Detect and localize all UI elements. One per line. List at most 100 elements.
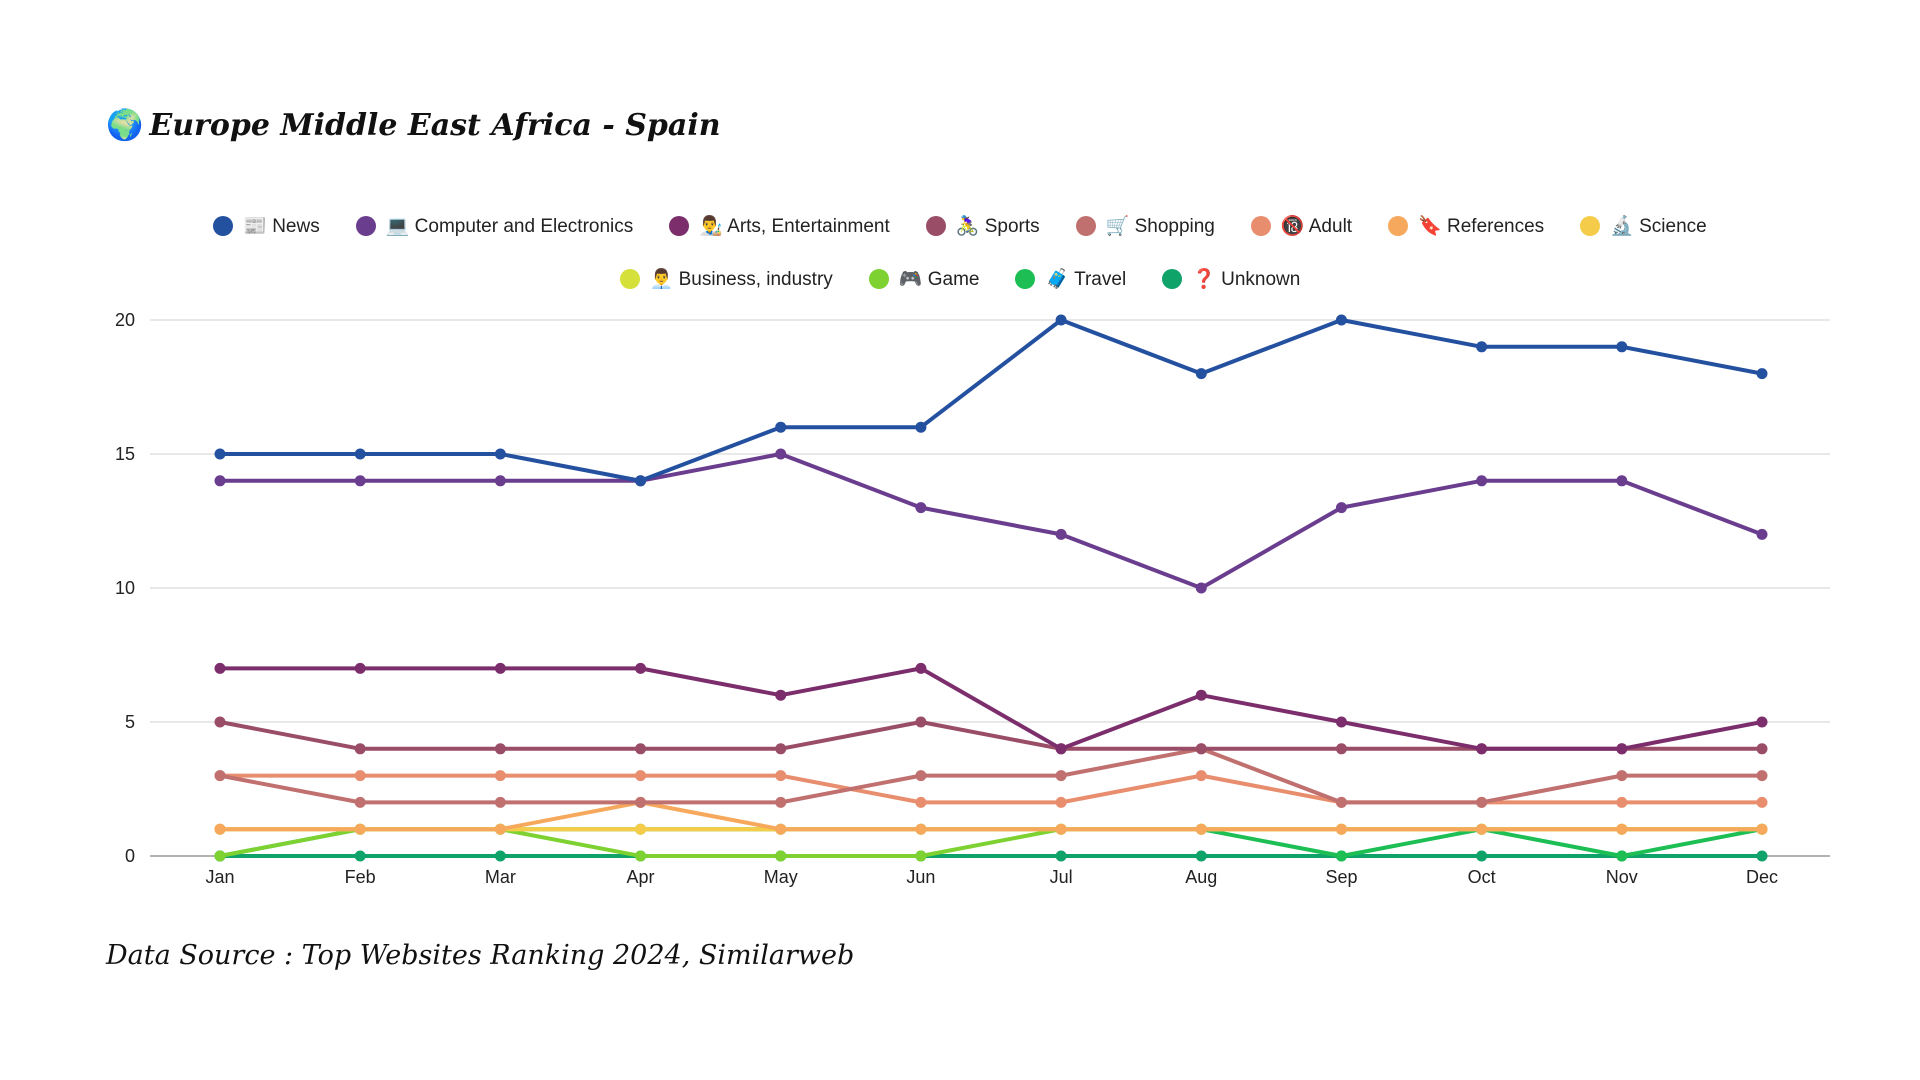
legend-marker-game: [868, 269, 889, 289]
data-point-s2-7: [1195, 689, 1207, 701]
data-point-s6-10: [1616, 823, 1628, 835]
data-point-s1-6: [1055, 528, 1067, 540]
x-tick-label: Oct: [1468, 867, 1496, 887]
data-point-s5-10: [1616, 796, 1628, 808]
legend-marker-references: [1388, 216, 1409, 236]
data-point-s3-5: [915, 716, 927, 728]
data-point-s6-5: [915, 823, 927, 835]
data-point-s7-3: [635, 823, 647, 835]
data-point-s5-11: [1756, 796, 1768, 808]
data-point-s0-5: [915, 421, 927, 433]
data-point-s9-0: [214, 850, 226, 862]
data-point-s3-0: [214, 716, 226, 728]
data-point-s6-11: [1756, 823, 1768, 835]
data-point-s0-0: [214, 448, 226, 460]
legend-item-business-industry[interactable]: 👨‍💼 Business, industry: [619, 267, 833, 291]
data-point-s2-4: [775, 689, 787, 701]
data-point-s0-7: [1195, 368, 1207, 380]
legend-item-shopping[interactable]: 🛒 Shopping: [1075, 214, 1215, 238]
data-point-s3-7: [1195, 743, 1207, 755]
data-point-s11-6: [1055, 850, 1067, 862]
data-point-s5-5: [915, 796, 927, 808]
data-point-s0-8: [1335, 314, 1347, 326]
legend-item-arts-entertainment[interactable]: 👨‍🎨 Arts, Entertainment: [669, 214, 890, 238]
data-point-s11-9: [1476, 850, 1488, 862]
data-point-s5-7: [1195, 770, 1207, 782]
data-point-s5-3: [635, 770, 647, 782]
legend-item-sports[interactable]: 🚴‍♀️ Sports: [925, 214, 1040, 238]
y-tick-label: 0: [125, 846, 135, 866]
legend-item-adult[interactable]: 🔞 Adult: [1250, 214, 1352, 238]
data-point-s2-3: [635, 662, 647, 674]
series-line-0: [218, 318, 1764, 483]
data-point-s2-1: [354, 662, 366, 674]
legend-label-business-industry: 👨‍💼 Business, industry: [649, 269, 833, 290]
data-point-s10-8: [1335, 850, 1347, 862]
legend-label-unknown: ❓ Unknown: [1192, 269, 1301, 290]
data-point-s3-8: [1335, 743, 1347, 755]
data-point-s11-7: [1195, 850, 1207, 862]
data-point-s4-0: [214, 770, 226, 782]
data-point-s1-2: [494, 475, 506, 487]
data-point-s4-11: [1756, 770, 1768, 782]
data-point-s4-10: [1616, 770, 1628, 782]
data-point-s6-1: [354, 823, 366, 835]
chart-title-text: Europe Middle East Africa - Spain: [149, 108, 721, 143]
data-point-s5-4: [775, 770, 787, 782]
x-tick-label: Apr: [627, 867, 655, 887]
x-tick-label: Dec: [1746, 867, 1778, 887]
x-tick-label: Jul: [1050, 867, 1073, 887]
legend-label-arts-entertainment: 👨‍🎨 Arts, Entertainment: [699, 216, 890, 237]
legend-marker-unknown: [1162, 269, 1183, 289]
legend-row-2: 👨‍💼 Business, industry 🎮 Game 🧳 Travel ❓…: [0, 263, 1920, 295]
legend-marker-news: [213, 216, 234, 236]
data-point-s6-9: [1476, 823, 1488, 835]
data-point-s0-4: [775, 421, 787, 433]
data-point-s4-8: [1335, 796, 1347, 808]
legend-label-game: 🎮 Game: [898, 269, 980, 290]
legend-item-references[interactable]: 🔖 References: [1388, 214, 1544, 238]
series-line-2: [218, 666, 1764, 751]
x-tick-label: Aug: [1185, 867, 1217, 887]
legend-item-game[interactable]: 🎮 Game: [868, 267, 980, 291]
data-point-s2-5: [915, 662, 927, 674]
data-point-s4-4: [775, 796, 787, 808]
data-point-s2-6: [1055, 743, 1067, 755]
legend-marker-adult: [1250, 216, 1271, 236]
data-point-s1-11: [1756, 528, 1768, 540]
y-tick-label: 15: [115, 444, 135, 464]
legend-label-news: 📰 News: [243, 216, 320, 237]
x-tick-label: Sep: [1325, 867, 1357, 887]
data-source-caption: Data Source : Top Websites Ranking 2024,…: [106, 940, 855, 971]
data-point-s2-10: [1616, 743, 1628, 755]
legend: 📰 News 💻 Computer and Electronics 👨‍🎨 Ar…: [0, 210, 1920, 316]
legend-label-shopping: 🛒 Shopping: [1105, 216, 1215, 237]
data-point-s0-10: [1616, 341, 1628, 353]
data-point-s1-9: [1476, 475, 1488, 487]
legend-marker-shopping: [1075, 216, 1096, 236]
data-point-s5-6: [1055, 796, 1067, 808]
data-point-s0-1: [354, 448, 366, 460]
legend-item-computer-electronics[interactable]: 💻 Computer and Electronics: [355, 214, 633, 238]
data-point-s11-11: [1756, 850, 1768, 862]
data-point-s11-1: [354, 850, 366, 862]
legend-item-unknown[interactable]: ❓ Unknown: [1162, 267, 1300, 291]
series-line-1: [218, 452, 1764, 590]
data-point-s9-5: [915, 850, 927, 862]
x-tick-label: May: [764, 867, 798, 887]
legend-marker-travel: [1015, 269, 1036, 289]
data-point-s2-0: [214, 662, 226, 674]
data-point-s0-3: [635, 475, 647, 487]
data-point-s6-6: [1055, 823, 1067, 835]
data-point-s3-1: [354, 743, 366, 755]
data-point-s1-8: [1335, 502, 1347, 514]
data-point-s6-2: [494, 823, 506, 835]
legend-row-1: 📰 News 💻 Computer and Electronics 👨‍🎨 Ar…: [0, 210, 1920, 242]
data-point-s0-9: [1476, 341, 1488, 353]
legend-item-news[interactable]: 📰 News: [213, 214, 320, 238]
x-tick-label: Jan: [205, 867, 234, 887]
data-point-s1-10: [1616, 475, 1628, 487]
legend-item-science[interactable]: 🔬 Science: [1580, 214, 1707, 238]
legend-item-travel[interactable]: 🧳 Travel: [1015, 267, 1126, 291]
